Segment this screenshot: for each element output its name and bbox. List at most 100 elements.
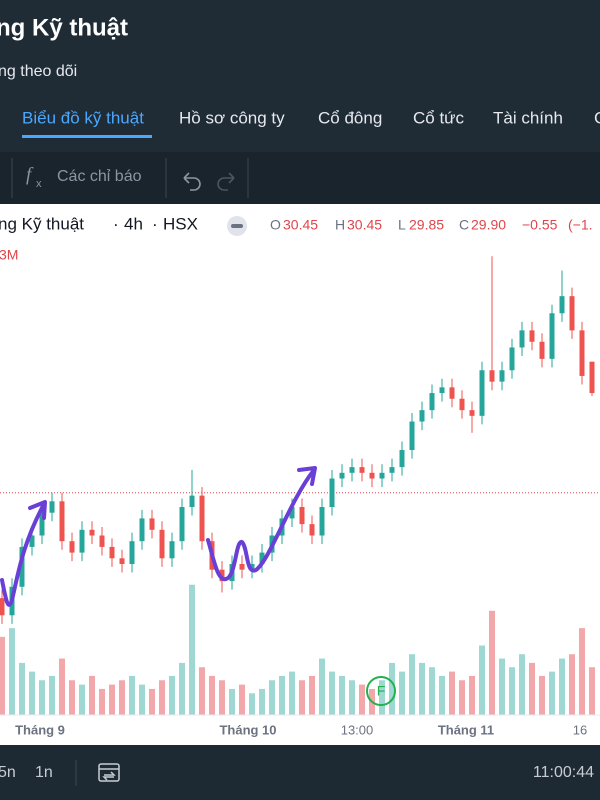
bottom-bar-bg bbox=[0, 745, 600, 800]
candle-body bbox=[469, 410, 475, 416]
candle-body bbox=[399, 450, 405, 468]
candle-body bbox=[459, 398, 465, 411]
date-range-button[interactable] bbox=[98, 763, 120, 782]
volume-bar bbox=[19, 662, 25, 715]
follow-status[interactable]: ng theo dõi bbox=[0, 63, 77, 80]
arrow-line bbox=[0, 502, 46, 607]
candle-body bbox=[359, 467, 365, 473]
candle-body bbox=[499, 370, 505, 382]
status-pill-dash bbox=[231, 224, 243, 228]
candle-body bbox=[49, 501, 55, 513]
volume-bar bbox=[539, 675, 545, 715]
volume-bar bbox=[469, 675, 475, 715]
volume-bar bbox=[69, 680, 75, 715]
tab-bar: Biểu đồ kỹ thuật Hồ sơ công ty Cổ đông C… bbox=[22, 108, 600, 138]
ohlc-legend: O 30.45 H 30.45 L 29.85 C 29.90 −0.55 (−… bbox=[270, 217, 593, 233]
redo-button[interactable] bbox=[217, 172, 235, 191]
volume-bar bbox=[549, 671, 555, 715]
tab[interactable]: Cổ tức bbox=[413, 108, 465, 127]
tab[interactable]: Biểu đồ kỹ thuật bbox=[22, 108, 144, 127]
fx-icon: f bbox=[26, 164, 34, 185]
tab[interactable]: Hồ sơ công ty bbox=[179, 108, 285, 127]
tab[interactable]: Cổ đông bbox=[318, 108, 382, 127]
volume-bar bbox=[119, 680, 125, 715]
volume-bar bbox=[439, 675, 445, 715]
dot: · bbox=[113, 214, 119, 233]
interval[interactable]: 4h bbox=[124, 214, 143, 233]
candle-body bbox=[579, 330, 585, 376]
event-marker[interactable]: F bbox=[366, 676, 396, 706]
candle-body bbox=[309, 524, 315, 536]
candle-body bbox=[169, 541, 175, 559]
legend-value: 29.85 bbox=[409, 217, 444, 233]
candle-body bbox=[59, 501, 65, 542]
volume-bar bbox=[529, 662, 535, 715]
candle-body bbox=[569, 296, 575, 331]
drawing-arrows[interactable] bbox=[0, 466, 317, 607]
candle-body bbox=[369, 472, 375, 479]
indicators-button[interactable]: f x Các chỉ báo bbox=[26, 164, 142, 190]
candle-body bbox=[159, 529, 165, 559]
candle-body bbox=[319, 507, 325, 536]
volume-bar bbox=[339, 675, 345, 715]
volume-bar bbox=[109, 684, 115, 715]
candle-body bbox=[39, 512, 45, 536]
volume-bar bbox=[509, 667, 515, 715]
volume-bar bbox=[9, 628, 15, 715]
volume-bar bbox=[199, 667, 205, 715]
page-title: ng Kỹ thuật bbox=[0, 14, 128, 41]
volume-bar bbox=[459, 680, 465, 715]
volume-bar bbox=[299, 680, 305, 715]
arrow-line bbox=[206, 468, 316, 582]
candle-body bbox=[509, 347, 515, 371]
undo-button[interactable] bbox=[183, 172, 201, 191]
candle-body bbox=[219, 569, 225, 582]
legend-key: O bbox=[270, 217, 281, 233]
candle-body bbox=[89, 529, 95, 536]
volume-bar bbox=[399, 671, 405, 715]
candle-body bbox=[119, 558, 125, 564]
volume-bar bbox=[289, 671, 295, 715]
volume-bar bbox=[379, 680, 385, 715]
candle-body bbox=[349, 467, 355, 473]
candle-body bbox=[549, 313, 555, 359]
volume-bar bbox=[209, 675, 215, 715]
candle-body bbox=[529, 330, 535, 342]
tab[interactable]: C bbox=[594, 108, 600, 127]
range-button[interactable]: 1n bbox=[35, 764, 53, 781]
volume-bar bbox=[79, 684, 85, 715]
legend-key: H bbox=[335, 217, 345, 233]
volume-bar bbox=[59, 658, 65, 715]
candle-body bbox=[419, 410, 425, 422]
candle-body bbox=[339, 472, 345, 479]
candle-body bbox=[449, 387, 455, 399]
volume-bar bbox=[589, 667, 595, 715]
fx-icon-sub: x bbox=[36, 178, 42, 190]
volume-bar bbox=[49, 675, 55, 715]
symbol-title: ng Kỹ thuật bbox=[0, 214, 84, 233]
calendar-icon bbox=[98, 763, 120, 782]
volume-bar bbox=[449, 671, 455, 715]
candle-body bbox=[79, 529, 85, 553]
candle-body bbox=[259, 552, 265, 564]
volume-bar bbox=[169, 675, 175, 715]
candle-body bbox=[199, 495, 205, 542]
range-button[interactable]: 5n bbox=[0, 764, 16, 781]
arrow-head bbox=[297, 466, 317, 486]
volume-bar bbox=[39, 680, 45, 715]
legend-value: 30.45 bbox=[283, 217, 318, 233]
volume-bar bbox=[349, 680, 355, 715]
tab[interactable]: Tài chính bbox=[493, 108, 563, 127]
candle-body bbox=[539, 341, 545, 359]
volume-bar bbox=[489, 610, 495, 715]
exchange: HSX bbox=[163, 214, 198, 233]
volume-bar bbox=[89, 675, 95, 715]
volume-bar bbox=[129, 675, 135, 715]
volume-bar bbox=[569, 654, 575, 715]
volume-bar bbox=[139, 684, 145, 715]
candle-body bbox=[29, 535, 35, 547]
volume-bar bbox=[499, 658, 505, 715]
indicators-label: Các chỉ báo bbox=[57, 168, 142, 185]
dot: · bbox=[152, 214, 158, 233]
